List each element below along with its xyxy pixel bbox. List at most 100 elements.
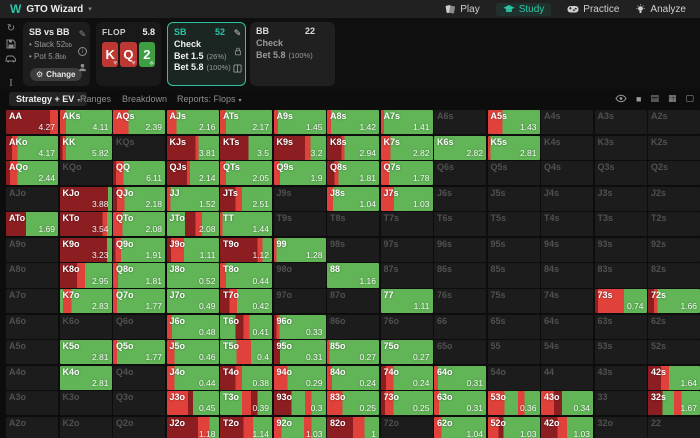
hand-cell-Q2o[interactable]: Q2o (113, 416, 165, 438)
hand-cell-42s[interactable]: 42s 1.64 (648, 365, 700, 390)
hand-cell-J3o[interactable]: J3o 0.45 (166, 391, 219, 416)
hand-cell-86o[interactable]: 86o (327, 314, 379, 339)
hand-cell-QJs[interactable]: QJs 2.14 (166, 161, 219, 186)
hand-cell-T3s[interactable]: T3s (594, 212, 647, 237)
hand-cell-A2s[interactable]: A2s (648, 110, 700, 135)
hand-cell-Q5s[interactable]: Q5s (487, 161, 540, 186)
save-icon[interactable] (6, 39, 16, 49)
hand-cell-32s[interactable]: 32s 1.67 (648, 391, 700, 416)
hand-cell-Q9o[interactable]: Q9o 1.91 (113, 237, 165, 262)
hand-cell-J6s[interactable]: J6s (434, 186, 486, 211)
hand-cell-J5o[interactable]: J5o 0.46 (166, 340, 219, 365)
hand-cell-T9s[interactable]: T9s (273, 212, 326, 237)
hand-cell-J2s[interactable]: J2s (648, 186, 700, 211)
hand-cell-Q7o[interactable]: Q7o 1.77 (113, 289, 165, 314)
hand-cell-K6o[interactable]: K6o (59, 314, 112, 339)
hand-cell-93s[interactable]: 93s (594, 237, 647, 262)
board-card-2[interactable]: Q ♥ (120, 42, 137, 67)
brand[interactable]: W GTO Wizard ▾ (10, 3, 92, 15)
hand-cell-A3o[interactable]: A3o (6, 391, 58, 416)
hand-cell-A4o[interactable]: A4o (6, 365, 58, 390)
hand-cell-98s[interactable]: 98s (327, 237, 379, 262)
hand-cell-64o[interactable]: 64o 0.31 (434, 365, 486, 390)
hand-cell-43o[interactable]: 43o 0.34 (541, 391, 593, 416)
hand-cell-A6o[interactable]: A6o (6, 314, 58, 339)
nav-item-practice[interactable]: Practice (567, 4, 619, 15)
tab-strategy-ev[interactable]: Strategy + EV ▾ (9, 92, 88, 106)
hand-cell-J3s[interactable]: J3s (594, 186, 647, 211)
hand-cell-94s[interactable]: 94s (541, 237, 593, 262)
rows-icon[interactable]: ▤ (650, 93, 659, 103)
compare-panels-icon[interactable] (233, 64, 242, 73)
hand-cell-95s[interactable]: 95s (487, 237, 540, 262)
hand-cell-95o[interactable]: 95o 0.31 (273, 340, 326, 365)
pencil-icon[interactable]: ✎ (78, 29, 87, 39)
hand-cell-55[interactable]: 55 (487, 340, 540, 365)
hand-cell-QTo[interactable]: QTo 2.08 (113, 212, 165, 237)
hand-cell-98o[interactable]: 98o (273, 263, 326, 288)
hand-cell-T7s[interactable]: T7s (380, 212, 433, 237)
hand-cell-AQs[interactable]: AQs 2.39 (113, 110, 165, 135)
hand-cell-K9s[interactable]: K9s 3.2 (273, 135, 326, 160)
hand-cell-43s[interactable]: 43s (594, 365, 647, 390)
hand-cell-82s[interactable]: 82s (648, 263, 700, 288)
grid-icon[interactable]: ▦ (667, 93, 677, 103)
hand-cell-K5s[interactable]: K5s 2.81 (487, 135, 540, 160)
hand-cell-65o[interactable]: 65o (434, 340, 486, 365)
text-cursor-icon[interactable]: I (9, 77, 13, 89)
eye-icon[interactable] (615, 94, 627, 103)
hand-cell-A5o[interactable]: A5o (6, 340, 58, 365)
hand-cell-85o[interactable]: 85o 0.27 (327, 340, 379, 365)
hand-cell-Q5o[interactable]: Q5o 1.77 (113, 340, 165, 365)
hand-cell-85s[interactable]: 85s (487, 263, 540, 288)
nav-item-analyze[interactable]: Analyze (635, 4, 686, 15)
pencil-icon[interactable]: ✎ (233, 28, 242, 38)
hand-cell-K7s[interactable]: K7s 2.82 (380, 135, 433, 160)
hand-cell-A2o[interactable]: A2o (6, 416, 58, 438)
hand-cell-J2o[interactable]: J2o 1.18 (166, 416, 219, 438)
hand-cell-75o[interactable]: 75o 0.27 (380, 340, 433, 365)
hand-cell-AKs[interactable]: AKs 4.11 (59, 110, 112, 135)
hand-cell-74s[interactable]: 74s (541, 289, 593, 314)
hand-cell-K8o[interactable]: K8o 2.95 (59, 263, 112, 288)
hand-cell-K5o[interactable]: K5o 2.81 (59, 340, 112, 365)
hand-cell-87o[interactable]: 87o (327, 289, 379, 314)
hand-cell-QQ[interactable]: QQ 6.11 (113, 161, 165, 186)
hand-cell-KJo[interactable]: KJo 3.88 (59, 186, 112, 211)
action-check[interactable]: Check (174, 39, 202, 49)
hand-cell-KQo[interactable]: KQo (59, 161, 112, 186)
hand-cell-66[interactable]: 66 (434, 314, 486, 339)
hand-cell-J4o[interactable]: J4o 0.44 (166, 365, 219, 390)
hand-cell-AJs[interactable]: AJs 2.16 (166, 110, 219, 135)
tab-reports-flops[interactable]: Reports: Flops ▾ (177, 94, 242, 104)
hand-cell-83s[interactable]: 83s (594, 263, 647, 288)
hand-cell-K9o[interactable]: K9o 3.23 (59, 237, 112, 262)
hand-cell-72o[interactable]: 72o (380, 416, 433, 438)
hand-cell-K3s[interactable]: K3s (594, 135, 647, 160)
hand-cell-A8s[interactable]: A8s 1.42 (327, 110, 379, 135)
hand-cell-Q9s[interactable]: Q9s 1.9 (273, 161, 326, 186)
hand-cell-88[interactable]: 88 1.16 (327, 263, 379, 288)
hand-cell-K6s[interactable]: K6s 2.82 (434, 135, 486, 160)
hand-cell-T7o[interactable]: T7o 0.42 (220, 289, 272, 314)
hand-cell-Q7s[interactable]: Q7s 1.78 (380, 161, 433, 186)
hand-cell-TT[interactable]: TT 1.44 (220, 212, 272, 237)
hand-cell-K3o[interactable]: K3o (59, 391, 112, 416)
hand-cell-84s[interactable]: 84s (541, 263, 593, 288)
hand-cell-76s[interactable]: 76s (434, 289, 486, 314)
hand-cell-JJ[interactable]: JJ 1.52 (166, 186, 219, 211)
hand-cell-94o[interactable]: 94o 0.29 (273, 365, 326, 390)
hand-cell-53s[interactable]: 53s (594, 340, 647, 365)
action-bet-big[interactable]: Bet 5.8 (100%) (174, 62, 231, 72)
hand-cell-82o[interactable]: 82o 1 (327, 416, 379, 438)
hand-cell-87s[interactable]: 87s (380, 263, 433, 288)
hand-cell-A4s[interactable]: A4s (541, 110, 593, 135)
hand-cell-93o[interactable]: 93o 0.3 (273, 391, 326, 416)
hand-cell-T6o[interactable]: T6o 0.41 (220, 314, 272, 339)
hand-cell-Q4s[interactable]: Q4s (541, 161, 593, 186)
hand-cell-QTs[interactable]: QTs 2.05 (220, 161, 272, 186)
hand-cell-A3s[interactable]: A3s (594, 110, 647, 135)
hand-cell-73s[interactable]: 73s 0.74 (594, 289, 647, 314)
hand-cell-83o[interactable]: 83o 0.25 (327, 391, 379, 416)
hand-cell-A9o[interactable]: A9o (6, 237, 58, 262)
